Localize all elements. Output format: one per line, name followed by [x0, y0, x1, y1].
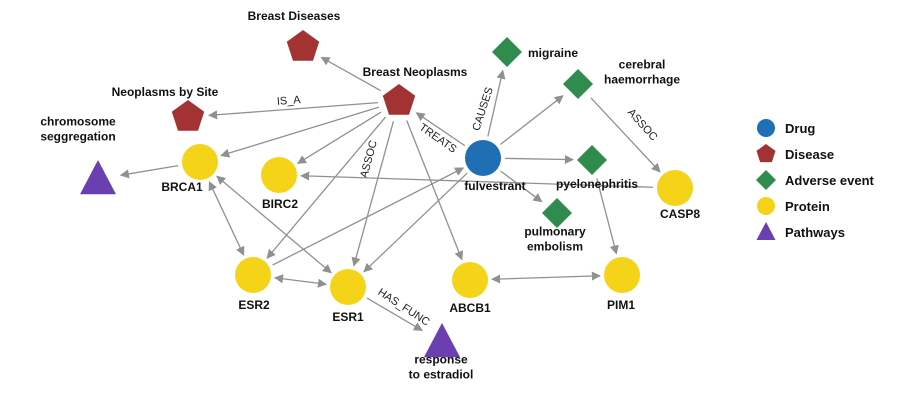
edge-cerebral_haemorrhage-casp8 — [590, 97, 661, 173]
node-label: embolism — [527, 240, 583, 254]
node-label: ABCB1 — [449, 301, 491, 315]
protein-circle-icon — [604, 257, 640, 293]
node-breast-diseases[interactable]: Breast Diseases — [248, 9, 341, 61]
edge-label: ASSOC — [625, 107, 660, 144]
edge-fulvestrant-pyelonephritis — [504, 154, 574, 165]
legend-triangle-icon — [756, 222, 776, 240]
legend-circle-icon — [757, 119, 775, 137]
edge-label: IS_A — [276, 94, 301, 108]
edge-breast_neoplasms-brca1 — [220, 106, 380, 158]
node-label: ESR1 — [332, 310, 364, 324]
edge-brca1-esr1 — [216, 175, 332, 274]
node-label: seggregation — [40, 130, 115, 144]
disease-pentagon-icon — [171, 100, 205, 131]
node-esr2[interactable]: ESR2 — [235, 257, 271, 312]
protein-circle-icon — [452, 262, 488, 298]
disease-pentagon-icon — [286, 30, 320, 61]
drug-circle-icon — [465, 140, 501, 176]
legend-label: Disease — [785, 147, 834, 162]
adverse-event-diamond-icon — [577, 145, 607, 175]
edge-esr1-response_to_estradiol — [366, 297, 423, 331]
disease-pentagon-icon — [382, 84, 416, 115]
node-abcb1[interactable]: ABCB1 — [449, 262, 491, 315]
protein-circle-icon — [657, 170, 693, 206]
node-casp8[interactable]: CASP8 — [657, 170, 700, 221]
legend-item-disease: Disease — [756, 144, 834, 163]
node-birc2[interactable]: BIRC2 — [261, 157, 298, 211]
protein-circle-icon — [330, 269, 366, 305]
edge-esr1-fulvestrant — [363, 172, 468, 273]
edge-pyelonephritis-pim1 — [596, 178, 619, 255]
node-label: CASP8 — [660, 207, 700, 221]
legend-label: Adverse event — [785, 173, 875, 188]
node-neoplasms-by-site[interactable]: Neoplasms by Site — [112, 85, 219, 131]
node-label: to estradiol — [409, 368, 474, 382]
edge-fulvestrant-cerebral_haemorrhage — [499, 95, 564, 145]
node-label: BIRC2 — [262, 197, 298, 211]
edge-fulvestrant-breast_neoplasms — [415, 112, 466, 147]
node-breast-neoplasms[interactable]: Breast Neoplasms — [363, 65, 468, 115]
edge-breast_neoplasms-breast_diseases — [320, 56, 382, 92]
node-pim1[interactable]: PIM1 — [604, 257, 640, 312]
edge-breast_neoplasms-esr1 — [351, 121, 395, 267]
legend-item-pathway: Pathways — [756, 222, 845, 240]
edge-brca1-esr2 — [208, 181, 245, 256]
legend-circle-icon — [757, 197, 775, 215]
node-label: chromosome — [40, 115, 116, 129]
legend-pentagon-icon — [756, 144, 776, 163]
node-label: ESR2 — [238, 298, 270, 312]
legend-item-protein: Protein — [757, 197, 830, 215]
node-label: haemorrhage — [604, 73, 680, 87]
node-esr1[interactable]: ESR1 — [330, 269, 366, 324]
node-label: Breast Neoplasms — [363, 65, 468, 79]
adverse-event-diamond-icon — [563, 69, 593, 99]
edge-esr2-fulvestrant — [272, 167, 465, 266]
edge-label: CAUSES — [470, 86, 495, 133]
pathway-triangle-icon — [423, 323, 461, 358]
protein-circle-icon — [261, 157, 297, 193]
adverse-event-diamond-icon — [492, 37, 522, 67]
node-pyelonephritis[interactable]: pyelonephritis — [556, 145, 638, 191]
node-label: response — [414, 353, 468, 367]
legend-diamond-icon — [756, 170, 776, 190]
node-label: cerebral — [619, 58, 666, 72]
legend-item-adverse-event: Adverse event — [756, 170, 875, 190]
legend-label: Drug — [785, 121, 815, 136]
legend-label: Pathways — [785, 225, 845, 240]
nodes-layer: Breast Diseases Breast Neoplasms Neoplasms… — [40, 9, 700, 382]
node-label: fulvestrant — [464, 179, 525, 193]
protein-circle-icon — [235, 257, 271, 293]
edge-esr2-esr1 — [273, 274, 328, 288]
node-label: PIM1 — [607, 298, 635, 312]
edge-breast_neoplasms-neoplasms_by_site — [208, 101, 379, 120]
edge-fulvestrant-migraine — [487, 69, 506, 137]
edge-breast_neoplasms-birc2 — [296, 111, 382, 165]
node-brca1[interactable]: BRCA1 — [161, 144, 218, 194]
adverse-event-diamond-icon — [542, 198, 572, 228]
node-label: pyelonephritis — [556, 177, 638, 191]
node-label: pulmonary — [524, 225, 586, 239]
node-migraine[interactable]: migraine — [492, 37, 578, 67]
legend: Drug Disease Adverse event Protein Pathways — [756, 119, 875, 240]
node-label: migraine — [528, 46, 578, 60]
edge-abcb1-pim1 — [491, 271, 601, 284]
edge-fulvestrant-pulmonary_embolism — [500, 170, 543, 203]
edge-brca1-chromosome_segregation — [119, 164, 179, 179]
edge-casp8-birc2 — [300, 171, 654, 188]
legend-item-drug: Drug — [757, 119, 815, 137]
protein-circle-icon — [182, 144, 218, 180]
node-fulvestrant[interactable]: fulvestrant — [464, 140, 526, 193]
node-label: BRCA1 — [161, 180, 203, 194]
node-label: Neoplasms by Site — [112, 85, 219, 99]
pathway-triangle-icon — [80, 160, 116, 195]
node-label: Breast Diseases — [248, 9, 341, 23]
edge-breast_neoplasms-abcb1 — [406, 120, 464, 261]
legend-label: Protein — [785, 199, 830, 214]
